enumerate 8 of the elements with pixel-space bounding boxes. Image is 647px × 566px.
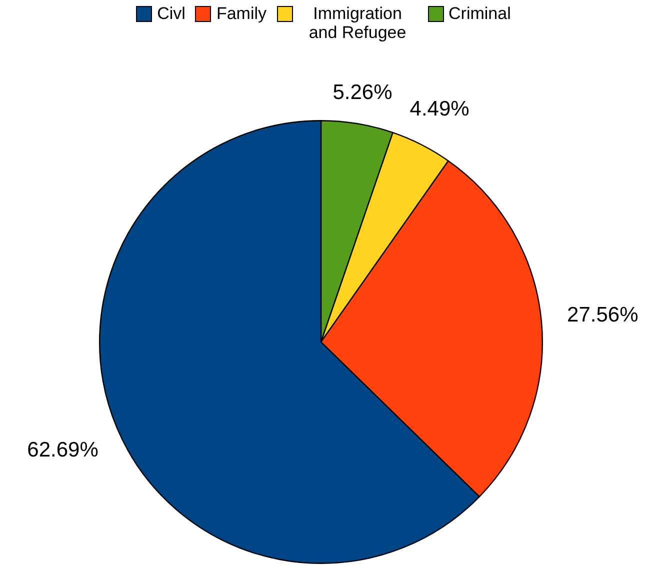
legend-label: Criminal — [448, 4, 511, 23]
data-label: 62.69% — [27, 438, 98, 462]
legend-label: Civl — [157, 4, 186, 23]
legend-label: Family — [216, 4, 267, 23]
legend-label: Immigration and Refugee — [308, 4, 408, 42]
data-label: 5.26% — [332, 80, 392, 104]
data-label: 27.56% — [567, 304, 638, 327]
data-label: 4.49% — [410, 97, 470, 120]
